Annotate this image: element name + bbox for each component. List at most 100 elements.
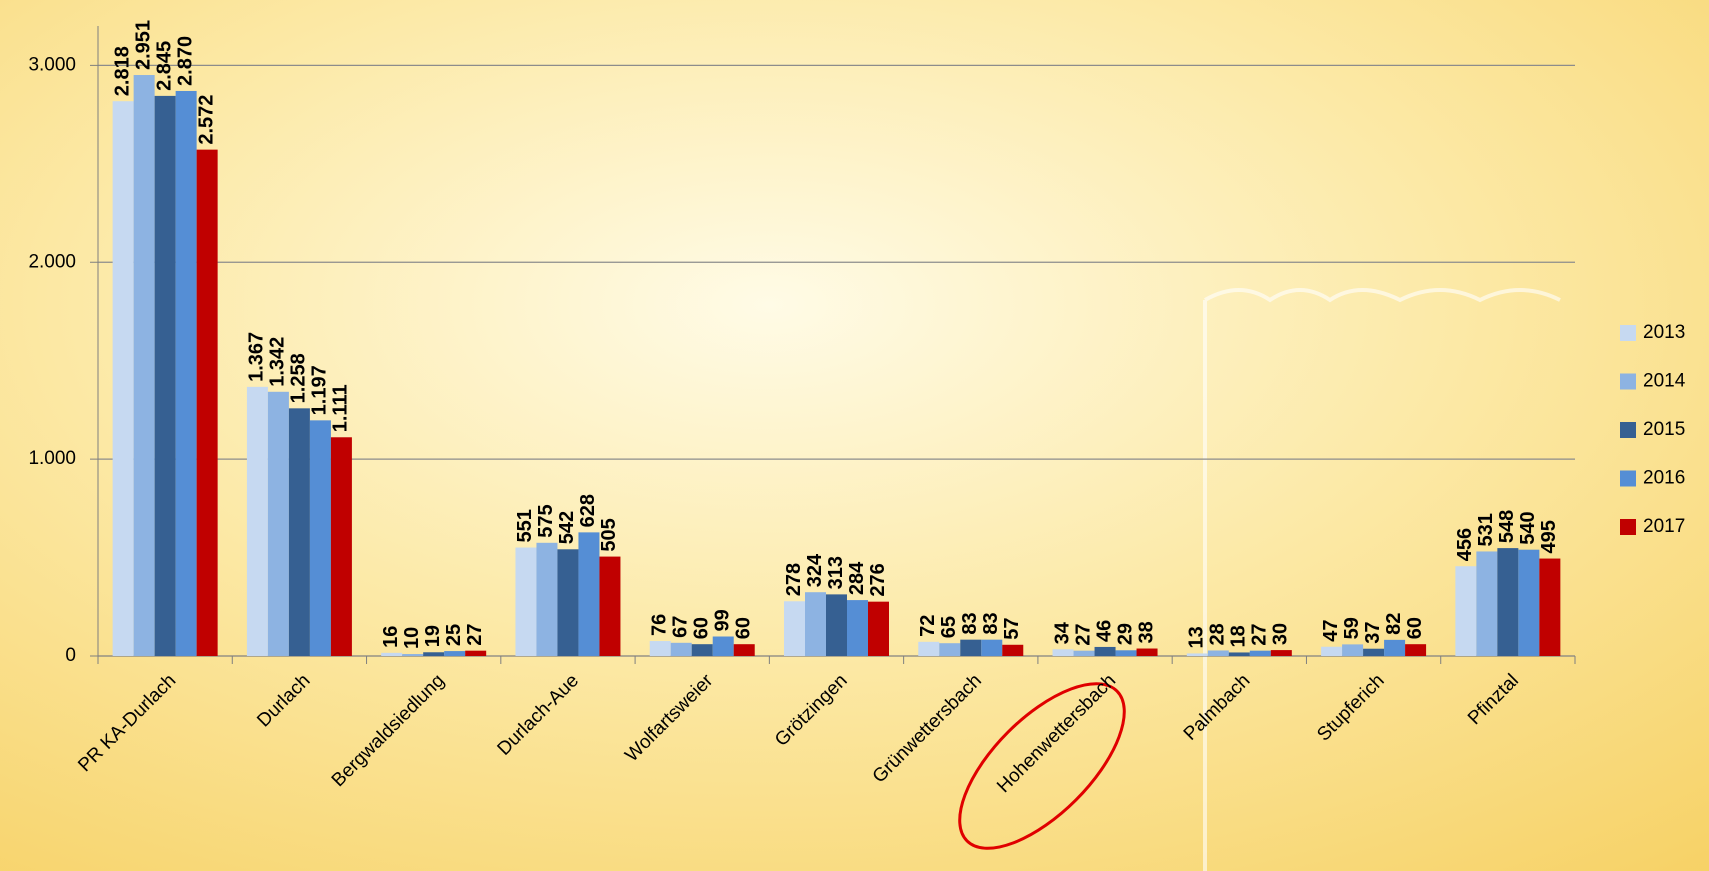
data-label: 495 bbox=[1538, 520, 1560, 553]
data-label: 324 bbox=[804, 553, 826, 587]
data-label: 2.951 bbox=[132, 20, 154, 70]
data-label: 276 bbox=[867, 563, 889, 596]
data-label: 60 bbox=[1404, 617, 1426, 639]
legend-label: 2016 bbox=[1643, 468, 1685, 489]
data-label: 1.258 bbox=[288, 353, 310, 403]
data-label: 1.111 bbox=[330, 384, 352, 432]
bar bbox=[981, 640, 1002, 656]
bar bbox=[1229, 652, 1250, 656]
bar bbox=[960, 640, 981, 656]
bar bbox=[578, 532, 599, 656]
bar bbox=[826, 594, 847, 656]
bar bbox=[1187, 653, 1208, 656]
bar bbox=[536, 543, 557, 656]
bar bbox=[671, 643, 692, 656]
data-label: 575 bbox=[535, 504, 557, 537]
data-label: 67 bbox=[670, 616, 692, 638]
legend-swatch bbox=[1620, 325, 1636, 341]
bar bbox=[155, 96, 176, 656]
data-label: 46 bbox=[1093, 620, 1115, 642]
data-label: 83 bbox=[980, 612, 1002, 634]
data-label: 83 bbox=[959, 612, 981, 634]
data-label: 59 bbox=[1341, 617, 1363, 639]
bar bbox=[692, 644, 713, 656]
y-tick-label: 1.000 bbox=[28, 448, 76, 469]
legend-label: 2013 bbox=[1643, 322, 1685, 343]
bar bbox=[1116, 650, 1137, 656]
bar bbox=[1455, 566, 1476, 656]
data-label: 25 bbox=[443, 624, 465, 646]
bar bbox=[113, 101, 134, 656]
data-label: 2.572 bbox=[195, 95, 217, 145]
data-label: 72 bbox=[917, 615, 939, 637]
data-label: 76 bbox=[649, 614, 671, 636]
data-label: 1.367 bbox=[246, 332, 268, 382]
bar bbox=[650, 641, 671, 656]
bar bbox=[847, 600, 868, 656]
bar bbox=[1342, 644, 1363, 656]
bar bbox=[381, 653, 402, 656]
data-label: 1.197 bbox=[309, 365, 331, 415]
bar bbox=[1405, 644, 1426, 656]
data-label: 60 bbox=[733, 617, 755, 639]
bar bbox=[176, 91, 197, 656]
bar bbox=[784, 601, 805, 656]
legend-label: 2017 bbox=[1643, 516, 1685, 537]
bar bbox=[1476, 551, 1497, 656]
data-label: 505 bbox=[598, 518, 620, 551]
data-label: 28 bbox=[1207, 623, 1229, 645]
bar bbox=[1074, 651, 1095, 656]
bar bbox=[402, 654, 423, 656]
data-label: 313 bbox=[825, 556, 847, 589]
chart: 01.0002.0003.000PR KA-Durlach2.8182.9512… bbox=[0, 0, 1709, 871]
bar bbox=[423, 652, 444, 656]
bar bbox=[134, 75, 155, 656]
y-tick-label: 0 bbox=[65, 645, 76, 666]
data-label: 99 bbox=[712, 609, 734, 631]
data-label: 551 bbox=[514, 509, 536, 542]
legend-swatch bbox=[1620, 519, 1636, 535]
bar bbox=[1518, 550, 1539, 656]
y-tick-label: 3.000 bbox=[28, 54, 76, 75]
data-label: 10 bbox=[401, 627, 423, 649]
bar bbox=[1095, 647, 1116, 656]
bar bbox=[289, 408, 310, 656]
data-label: 16 bbox=[380, 626, 402, 648]
bar bbox=[939, 643, 960, 656]
data-label: 2.845 bbox=[153, 41, 175, 91]
bar bbox=[247, 387, 268, 656]
bar bbox=[599, 557, 620, 656]
legend-swatch bbox=[1620, 471, 1636, 487]
bar bbox=[1271, 650, 1292, 656]
data-label: 27 bbox=[1249, 623, 1271, 645]
bar bbox=[310, 420, 331, 656]
bar bbox=[918, 642, 939, 656]
data-label: 47 bbox=[1320, 619, 1342, 641]
data-label: 18 bbox=[1228, 625, 1250, 647]
bar bbox=[805, 592, 826, 656]
data-label: 30 bbox=[1270, 623, 1292, 645]
page: 01.0002.0003.000PR KA-Durlach2.8182.9512… bbox=[0, 0, 1709, 871]
bar bbox=[868, 602, 889, 656]
legend-label: 2015 bbox=[1643, 419, 1685, 440]
data-label: 65 bbox=[938, 616, 960, 638]
data-label: 82 bbox=[1383, 613, 1405, 635]
bar bbox=[465, 651, 486, 656]
legend-label: 2014 bbox=[1643, 371, 1686, 392]
legend-swatch bbox=[1620, 422, 1636, 438]
bar bbox=[1497, 548, 1518, 656]
data-label: 456 bbox=[1454, 528, 1476, 561]
bar bbox=[1053, 649, 1074, 656]
data-label: 29 bbox=[1114, 623, 1136, 645]
data-label: 2.870 bbox=[174, 36, 196, 86]
bar bbox=[268, 392, 289, 656]
bar bbox=[331, 437, 352, 656]
data-label: 19 bbox=[422, 625, 444, 647]
bar bbox=[1321, 647, 1342, 656]
data-label: 531 bbox=[1475, 513, 1497, 546]
y-tick-label: 2.000 bbox=[28, 251, 76, 272]
data-label: 38 bbox=[1135, 621, 1157, 643]
bar bbox=[557, 549, 578, 656]
data-label: 27 bbox=[464, 623, 486, 645]
bar bbox=[1208, 650, 1229, 656]
